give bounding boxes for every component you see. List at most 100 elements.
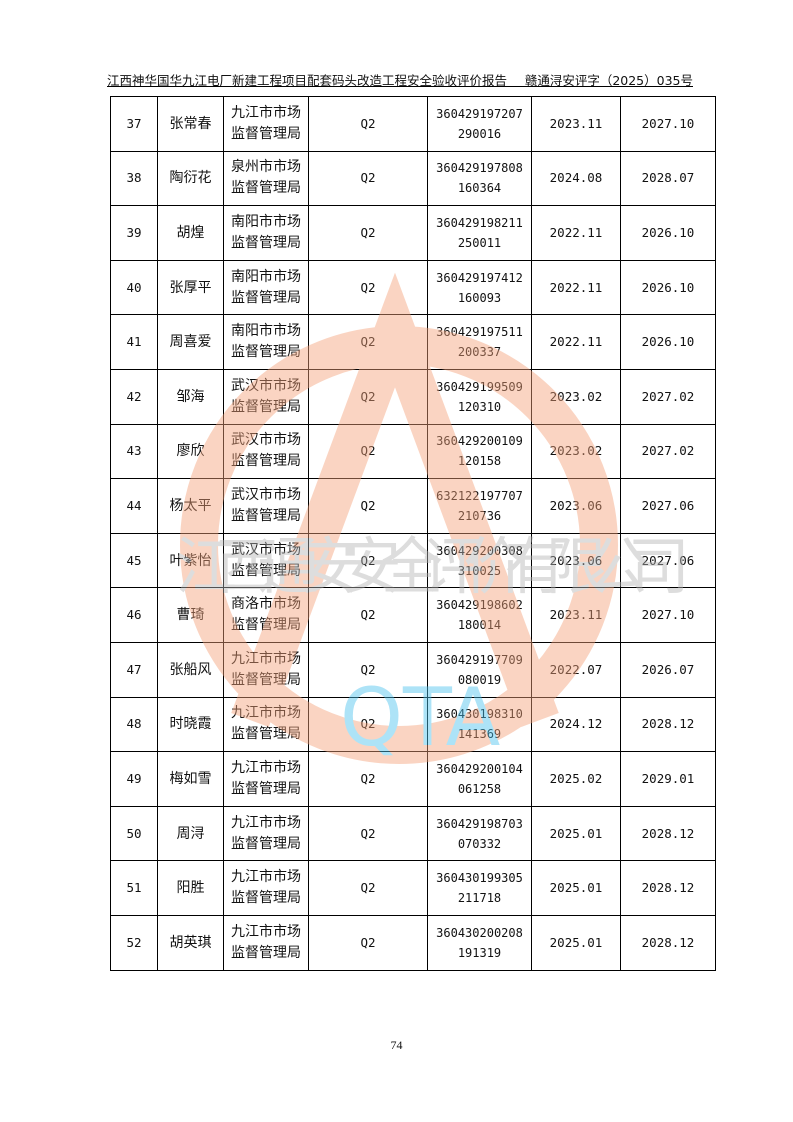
report-title: 江西神华国华九江电厂新建工程项目配套码头改造工程安全验收评价报告	[107, 73, 508, 88]
issuer-text: 南阳市市场	[231, 213, 301, 230]
expires-text: 2027.06	[641, 497, 695, 513]
name-cell: 陶衍花	[157, 150, 224, 207]
issued-cell: 2024.08	[531, 150, 621, 207]
expires-cell: 2027.02	[620, 368, 716, 425]
issued-cell: 2024.12	[531, 696, 621, 753]
issuer-text: 监督管理局	[231, 944, 301, 961]
expires-text: 2028.07	[641, 170, 695, 186]
issuer-text: 南阳市市场	[231, 323, 301, 340]
issuer-text: 武汉市市场	[231, 541, 301, 558]
name-text: 邹海	[176, 388, 205, 405]
issued-text: 2023.11	[549, 607, 603, 623]
type-cell: Q2	[308, 805, 428, 862]
expires-cell: 2026.10	[620, 314, 716, 370]
table-row: 46 曹琦 商洛市市场 监督管理局 Q2 360429198602 180014 2023.1…	[110, 587, 716, 643]
no-text: 41	[126, 334, 142, 350]
id-cell: 360429200104 061258	[427, 751, 532, 807]
type-cell: Q2	[308, 478, 428, 534]
no-text: 37	[126, 115, 142, 131]
id-cell: 360430199305 211718	[427, 860, 532, 916]
id-cell: 360429197412 160093	[427, 259, 532, 316]
page-header: 江西神华国华九江电厂新建工程项目配套码头改造工程安全验收评价报告 赣通浔安评字（…	[107, 68, 693, 88]
type-text: Q2	[360, 825, 376, 841]
id-cell: 360429199509 120310	[427, 368, 532, 425]
name-cell: 胡煌	[157, 205, 224, 261]
type-cell: Q2	[308, 914, 428, 971]
name-text: 叶紫怡	[169, 552, 212, 569]
type-cell: Q2	[308, 696, 428, 753]
issuer-cell: 武汉市市场监督管理局	[223, 423, 309, 480]
issuer-text: 监督管理局	[231, 726, 301, 743]
expires-text: 2027.10	[641, 607, 695, 623]
id-text: 211718	[457, 891, 502, 906]
no-text: 39	[126, 224, 142, 240]
issuer-text: 监督管理局	[231, 125, 301, 142]
expires-cell: 2026.07	[620, 641, 716, 698]
id-text: 180014	[457, 618, 502, 633]
issuer-cell: 武汉市市场 监督管理局	[223, 368, 309, 425]
id-text: 080019	[457, 672, 502, 687]
id-text: 360429200104	[436, 761, 523, 776]
issuer-text: 监督管理局	[231, 289, 301, 306]
issuer-text: 监督管理局	[231, 398, 301, 415]
no-cell: 44	[110, 478, 158, 534]
id-text: 360430198310	[436, 707, 523, 722]
no-text: 46	[126, 607, 142, 623]
type-cell: Q2	[308, 205, 428, 261]
issuer-text: 监督管理局	[231, 453, 301, 470]
issued-text: 2023.02	[549, 443, 603, 459]
issuer-cell: 南阳市市场 监督管理局	[223, 314, 309, 370]
type-cell: Q2	[308, 368, 428, 425]
type-text: Q2	[360, 334, 376, 350]
issuer-text: 九江市市场	[231, 814, 301, 831]
expires-cell: 2027.06	[620, 478, 716, 534]
type-text: Q2	[360, 716, 376, 732]
expires-cell: 2028.12	[620, 914, 716, 971]
page-number: 74	[390, 1038, 403, 1052]
name-text: 张厚平	[169, 279, 212, 296]
issued-cell: 2025.01	[531, 860, 621, 916]
name-cell: 阳胜	[157, 860, 224, 916]
issued-text: 2023.11	[549, 115, 603, 131]
table-row: 37 张常春 九江市市场 监督管理局 Q2 360429197207 290016 2023.…	[110, 96, 716, 152]
type-cell: Q2	[308, 751, 428, 807]
issued-cell: 2023.02	[531, 368, 621, 425]
name-cell: 杨太平	[157, 478, 224, 534]
id-cell: 360430200208 191319	[427, 914, 532, 971]
no-cell: 46	[110, 587, 158, 643]
issuer-cell: 九江市市场 监督管理局	[223, 751, 309, 807]
expires-text: 2026.10	[641, 279, 695, 295]
name-cell: 邹海	[157, 368, 224, 425]
type-cell: Q2	[308, 259, 428, 316]
no-cell: 39	[110, 205, 158, 261]
id-cell: 360429197808 160364	[427, 150, 532, 207]
issuer-text: 监督管理局	[231, 617, 301, 634]
issuer-text: 商洛市市场	[231, 596, 301, 613]
id-text: 360429199509	[436, 379, 523, 394]
issuer-text: 武汉市市场	[231, 432, 301, 449]
id-cell: 360429197511 200337	[427, 314, 532, 370]
no-text: 47	[126, 661, 142, 677]
id-text: 120158	[457, 454, 502, 469]
issued-text: 2025.02	[549, 770, 603, 786]
issuer-cell: 南阳市市场 监督管理局	[223, 259, 309, 316]
issued-cell: 2023.11	[531, 587, 621, 643]
issued-text: 2025.01	[549, 825, 603, 841]
no-cell: 47	[110, 641, 158, 698]
issuer-text: 泉州市市场	[231, 159, 301, 176]
id-text: 141369	[457, 727, 502, 742]
issued-cell: 2023.11	[531, 96, 621, 152]
no-text: 48	[126, 716, 142, 732]
issued-text: 2023.06	[549, 497, 603, 513]
table-row: 45 叶紫怡 武汉市市场 监督管理局 Q2 360429200308 310025 2023.…	[110, 532, 716, 589]
issuer-text: 监督管理局	[231, 180, 301, 197]
issued-text: 2022.11	[549, 224, 603, 240]
id-text: 360429198602	[436, 598, 523, 613]
type-cell: Q2	[308, 641, 428, 698]
id-text: 070332	[457, 836, 502, 851]
type-cell: Q2	[308, 587, 428, 643]
name-cell: 胡英琪	[157, 914, 224, 971]
issuer-text: 监督管理局	[231, 890, 301, 907]
expires-cell: 2028.12	[620, 696, 716, 753]
expires-cell: 2026.10	[620, 259, 716, 316]
